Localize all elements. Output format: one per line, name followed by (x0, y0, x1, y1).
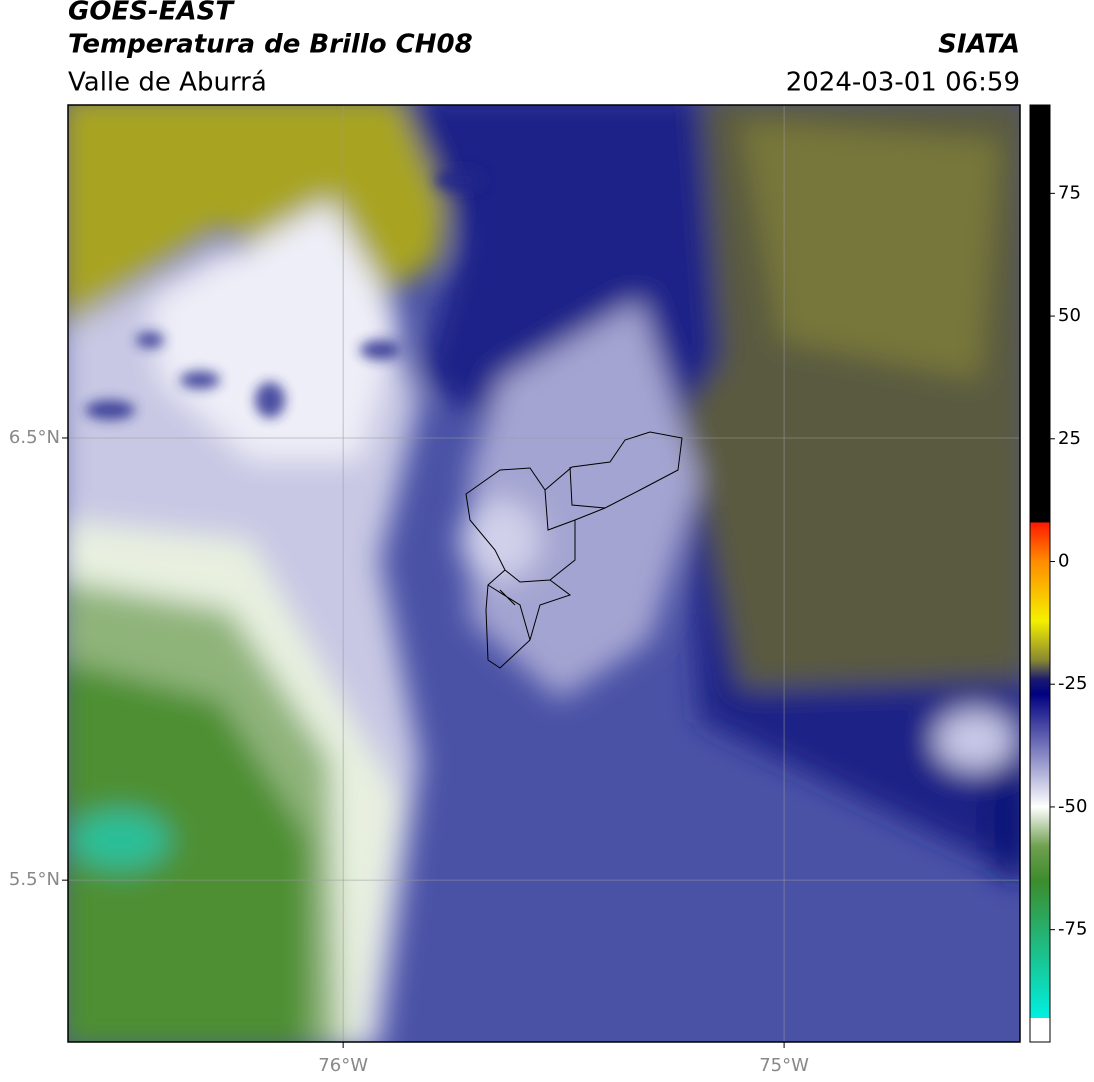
grid: 76°W 75°W 6.5°N 5.5°N (9, 105, 1020, 1076)
region: Valle de Aburrá (68, 68, 267, 98)
colorbar-tick-label: -75 (1058, 919, 1087, 940)
map-frame (67, 104, 1021, 1043)
colorbar-tick-label: -50 (1058, 796, 1087, 817)
colorbar-tick-label: 25 (1058, 428, 1081, 449)
x-tick-label: 76°W (318, 1055, 368, 1076)
colorbar-gradient (1030, 105, 1050, 1018)
colorbar-tick-label: -25 (1058, 673, 1087, 694)
satellite-image (68, 105, 1020, 1042)
colorbar-tick-label: 0 (1058, 551, 1069, 572)
title: GOES-EAST (68, 0, 235, 27)
colorbar-frame (1029, 104, 1051, 1043)
source: SIATA (938, 30, 1020, 60)
colorbar-tick-label: 50 (1058, 305, 1081, 326)
y-tick-label: 5.5°N (9, 869, 60, 890)
x-tick-label: 75°W (759, 1055, 809, 1076)
datetime: 2024-03-01 06:59 (786, 68, 1020, 98)
valley-outline (465, 431, 683, 669)
y-tick-label: 6.5°N (9, 427, 60, 448)
colorbar: 75 50 25 0 -25 -50 -75 (1029, 104, 1087, 1043)
colorbar-under (1030, 1018, 1050, 1042)
subtitle: Temperatura de Brillo CH08 (68, 30, 473, 60)
colorbar-tick-label: 75 (1058, 182, 1081, 203)
